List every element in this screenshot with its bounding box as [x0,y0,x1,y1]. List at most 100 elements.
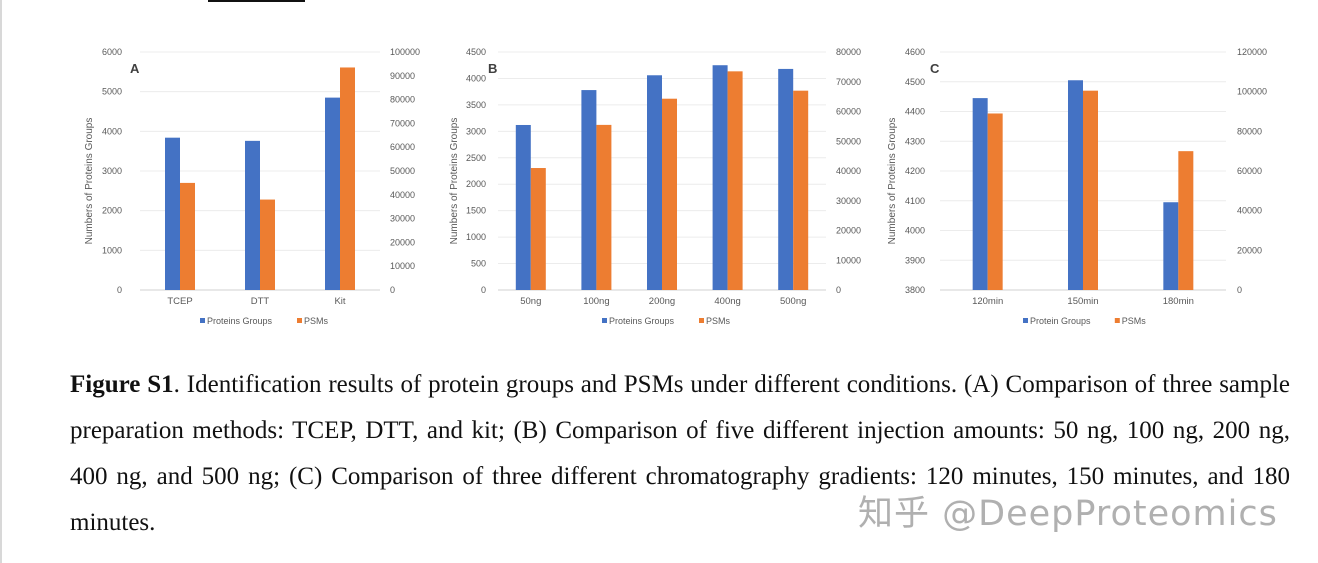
y2-tick-label: 20000 [836,226,861,236]
y2-tick-label: 80000 [390,95,415,105]
legend-label: Proteins Groups [609,316,675,326]
figure-charts: 0100020003000400050006000010000200003000… [84,47,1267,326]
y-tick-label: 4100 [905,196,925,206]
bar-proteins-groups [515,124,531,290]
x-tick-label: 400ng [714,296,740,307]
y-tick-label: 2000 [102,206,122,216]
bar-psms [1178,151,1194,290]
legend-label: PSMs [304,316,329,326]
bar-psms [1083,90,1098,290]
x-tick-label: 150min [1067,296,1098,307]
y2-tick-label: 100000 [390,47,420,57]
y-tick-label: 4200 [905,166,925,176]
y2-tick-label: 50000 [390,166,415,176]
y-tick-label: 4500 [905,77,925,87]
page-border [0,0,2,563]
x-tick-label: Kit [334,296,345,307]
y2-tick-label: 100000 [1237,87,1267,97]
y-axis-label: Numbers of Proteins Groups [449,118,460,245]
legend-label: PSMs [1122,316,1147,326]
y-tick-label: 6000 [102,47,122,57]
bar-proteins-groups [647,75,662,290]
legend-label: Proteins Groups [207,316,273,326]
y-tick-label: 2000 [466,179,486,189]
y-axis-label: Numbers of Proteins Groups [84,118,95,245]
y-tick-label: 3000 [102,166,122,176]
bar-psms [180,182,195,290]
y2-tick-label: 0 [390,285,395,295]
figure-caption: Figure S1. Identification results of pro… [70,362,1290,546]
y2-tick-label: 60000 [1237,166,1262,176]
watermark-logo: 知乎 @DeepProteomics [858,494,1278,534]
bar-protein-groups [1068,80,1083,290]
bar-proteins-groups [581,90,597,290]
bar-psms [793,90,809,290]
legend-swatch [297,318,302,323]
y2-tick-label: 40000 [390,190,415,200]
y-tick-label: 5000 [102,87,122,97]
x-tick-label: 50ng [520,296,541,307]
x-tick-label: 500ng [780,296,806,307]
bar-psms [662,98,677,291]
y2-tick-label: 80000 [1237,126,1262,136]
legend-swatch [200,318,205,323]
x-tick-label: 200ng [649,296,675,307]
y2-tick-label: 60000 [390,142,415,152]
y-tick-label: 4600 [905,47,925,57]
x-tick-label: 100ng [583,296,609,307]
legend-label: PSMs [706,316,731,326]
y2-tick-label: 50000 [836,136,861,146]
x-tick-label: 180min [1163,296,1194,307]
y-tick-label: 1500 [466,206,486,216]
y-tick-label: 3000 [466,126,486,136]
y2-tick-label: 40000 [836,166,861,176]
y2-tick-label: 40000 [1237,206,1262,216]
panel-label: C [930,61,940,76]
y2-tick-label: 0 [1237,285,1242,295]
y-tick-label: 4500 [466,47,486,57]
y-tick-label: 4300 [905,136,925,146]
chart-panel-c: 3800 3900 4000 4100 4200 4300 4400 4500 4600 0 200… [887,47,1267,326]
y-axis-label: Numbers of Proteins Groups [887,118,898,245]
x-tick-label: DTT [251,296,270,307]
y2-tick-label: 30000 [390,214,415,224]
bar-psms [530,168,546,290]
y-tick-label: 0 [117,285,122,295]
y-tick-label: 3800 [905,285,925,295]
x-tick-label: TCEP [167,296,192,307]
y-tick-label: 3900 [905,255,925,265]
caption-text: . Identification results of protein grou… [70,371,1291,536]
bar-proteins-groups [325,97,340,290]
y2-tick-label: 30000 [836,196,861,206]
panel-label: A [130,61,140,76]
y2-tick-label: 90000 [390,71,415,81]
y-tick-label: 3500 [466,100,486,110]
legend-swatch [699,318,704,323]
y2-tick-label: 10000 [836,255,861,265]
y2-tick-label: 0 [836,285,841,295]
bar-proteins-groups [712,65,728,290]
bar-proteins-groups [778,68,794,291]
y-tick-label: 2500 [466,153,486,163]
bar-psms [596,124,612,290]
y2-tick-label: 70000 [390,118,415,128]
legend-swatch [602,318,607,323]
y-tick-label: 4400 [905,107,925,117]
y2-tick-label: 60000 [836,107,861,117]
bar-proteins-groups [245,140,260,290]
chart-panel-a: 0100020003000400050006000010000200003000… [84,47,420,326]
top-rule [208,0,305,2]
bar-psms [727,71,743,291]
y-tick-label: 500 [471,259,486,269]
y2-tick-label: 80000 [836,47,861,57]
y-tick-label: 4000 [102,126,122,136]
bar-protein-groups [1163,202,1179,290]
y-tick-label: 1000 [102,245,122,255]
chart-panel-b: 0 500 1000 1500 2000 2500 3000 3500 4000 4500 0 100… [449,47,861,326]
bar-protein-groups [972,98,988,290]
legend-swatch [1023,318,1028,323]
caption-label: Figure S1 [70,371,174,398]
legend-label: Protein Groups [1030,316,1091,326]
bar-psms [987,113,1003,290]
y2-tick-label: 70000 [836,77,861,87]
